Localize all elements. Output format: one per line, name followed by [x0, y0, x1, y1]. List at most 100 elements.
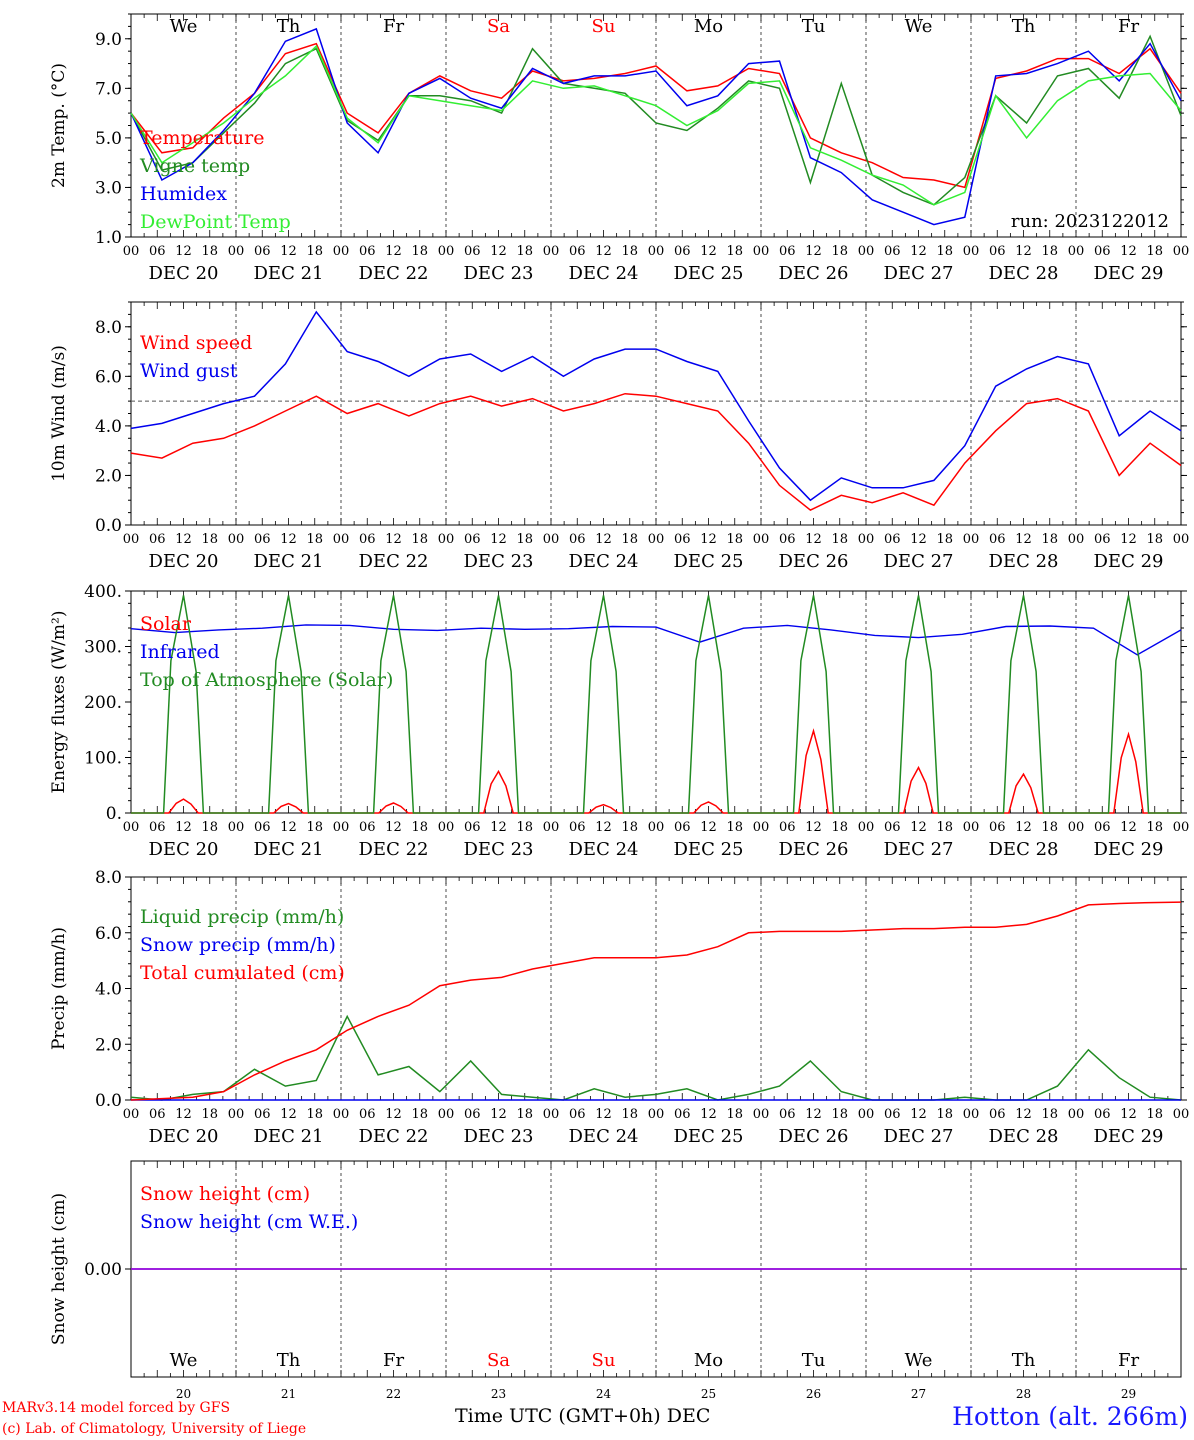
panel-2-hour-label: 12 [700, 532, 717, 547]
panel-3-hour-label: 00 [1173, 820, 1190, 835]
panel-1-hour-label: 00 [438, 244, 455, 259]
panel-2-hour-label: 12 [595, 532, 612, 547]
panel-2-hour-label: 00 [963, 532, 980, 547]
panel-3-hour-label: 12 [385, 820, 402, 835]
bottom-day-number-label: 29 [1121, 1387, 1136, 1401]
top-day-of-week-label: Tu [802, 16, 826, 37]
panel-3-y-tick-label: 100. [84, 749, 122, 769]
panel-2-hour-label: 18 [726, 532, 743, 547]
panel-3-hour-label: 18 [306, 820, 323, 835]
panel-3-hour-label: 06 [779, 820, 796, 835]
panel-4-hour-label: 12 [385, 1107, 402, 1122]
panel-1-hour-label: 12 [1015, 244, 1032, 259]
panel-1-hour-label: 18 [201, 244, 218, 259]
panel-4-hour-label: 06 [464, 1107, 481, 1122]
panel-3-y-axis-label: Energy fluxes (W/m²) [49, 611, 69, 794]
panel-4-hour-label: 12 [595, 1107, 612, 1122]
top-day-of-week-label: Su [592, 16, 616, 37]
panel-4-date-label: DEC 29 [1094, 1126, 1164, 1147]
panel-3-hour-label: 18 [516, 820, 533, 835]
panel-2-date-label: DEC 24 [569, 551, 639, 572]
panel-1-date-label: DEC 29 [1094, 263, 1164, 284]
panel-4-date-label: DEC 25 [674, 1126, 744, 1147]
panel-2-hour-label: 00 [438, 532, 455, 547]
panel-2-hour-label: 12 [490, 532, 507, 547]
panel-3-hour-label: 18 [831, 820, 848, 835]
panel-3-hour-label: 12 [700, 820, 717, 835]
panel-1-hour-label: 18 [726, 244, 743, 259]
panel-1-hour-label: 00 [858, 244, 875, 259]
run-label: run: 2023122012 [1011, 211, 1169, 232]
bottom-day-number-label: 27 [911, 1387, 926, 1401]
panel-1-legend-vigne-temp: Vigne temp [139, 155, 250, 177]
panel-1-hour-label: 18 [936, 244, 953, 259]
panel-2-hour-label: 18 [516, 532, 533, 547]
panel-2-y-axis-label: 10m Wind (m/s) [49, 345, 69, 482]
bottom-day-number-label: 23 [491, 1387, 506, 1401]
panel-1-hour-label: 12 [490, 244, 507, 259]
panel-2-hour-label: 00 [753, 532, 770, 547]
panel-4-hour-label: 18 [306, 1107, 323, 1122]
panel-3-hour-label: 18 [936, 820, 953, 835]
panel-2-y-tick-label: 0.0 [95, 516, 122, 536]
panel-1-legend-temperature: Temperature [140, 127, 264, 149]
top-day-of-week-label: Th [277, 16, 301, 37]
panel-1-hour-label: 00 [543, 244, 560, 259]
panel-1-hour-label: 00 [963, 244, 980, 259]
panel-3-hour-label: 12 [1015, 820, 1032, 835]
panel-2-hour-label: 00 [1173, 532, 1190, 547]
panel-4-hour-label: 06 [779, 1107, 796, 1122]
panel-4-hour-label: 12 [1015, 1107, 1032, 1122]
panel-4-hour-label: 18 [516, 1107, 533, 1122]
panel-2-hour-label: 12 [385, 532, 402, 547]
panel-2-date-label: DEC 22 [359, 551, 429, 572]
panel-4-hour-label: 06 [569, 1107, 586, 1122]
panel-4-hour-label: 00 [1173, 1107, 1190, 1122]
panel-1-hour-label: 18 [306, 244, 323, 259]
panel-3-series-infrared [130, 624, 1182, 656]
panel-2-hour-label: 18 [831, 532, 848, 547]
panel-3-series-top-of-atmosphere-solar- [131, 595, 1181, 814]
bottom-day-of-week-label: Mo [694, 1350, 723, 1371]
panel-4-date-label: DEC 27 [884, 1126, 954, 1147]
panel-4-y-tick-label: 4.0 [95, 980, 122, 1000]
panel-4-hour-label: 06 [359, 1107, 376, 1122]
panel-1-hour-label: 06 [149, 244, 166, 259]
panel-3-y-tick-label: 300. [84, 638, 122, 658]
panel-1-date-label: DEC 24 [569, 263, 639, 284]
panel-1-date-label: DEC 20 [149, 263, 219, 284]
panel-2-hour-label: 12 [175, 532, 192, 547]
bottom-day-of-week-label: Tu [802, 1350, 826, 1371]
panel-1-frame [130, 13, 1182, 238]
panel-1-hour-label: 18 [1146, 244, 1163, 259]
panel-1-hour-label: 06 [1094, 244, 1111, 259]
panel-2-hour-label: 18 [1041, 532, 1058, 547]
top-day-of-week-label: We [170, 16, 198, 37]
panel-4-date-label: DEC 22 [359, 1126, 429, 1147]
panel-2-hour-label: 12 [910, 532, 927, 547]
panel-4-y-axis-label: Precip (mm/h) [49, 927, 69, 1050]
panel-3-hour-label: 06 [569, 820, 586, 835]
panel-1-hour-label: 06 [359, 244, 376, 259]
panel-2-hour-label: 06 [884, 532, 901, 547]
panel-1-hour-label: 00 [1068, 244, 1085, 259]
panel-1-date-label: DEC 28 [989, 263, 1059, 284]
panel-4-hour-label: 00 [333, 1107, 350, 1122]
panel-3-hour-label: 12 [175, 820, 192, 835]
panel-3-hour-label: 00 [753, 820, 770, 835]
panel-2-hour-label: 12 [1120, 532, 1137, 547]
panel-2-series-wind-speed [130, 392, 1182, 511]
panel-1-hour-label: 12 [280, 244, 297, 259]
panel-4-hour-label: 18 [936, 1107, 953, 1122]
panel-4-hour-label: 00 [123, 1107, 140, 1122]
panel-2-y-tick-label: 2.0 [95, 466, 122, 486]
panel-2-hour-label: 00 [543, 532, 560, 547]
x-axis-title: Time UTC (GMT+0h) DEC [455, 1405, 711, 1427]
panel-4-y-tick-label: 0.0 [95, 1091, 122, 1111]
panel-4-date-label: DEC 24 [569, 1126, 639, 1147]
panel-4-hour-label: 18 [726, 1107, 743, 1122]
panel-4-legend-snow-precip-mm-h-: Snow precip (mm/h) [140, 934, 336, 956]
panel-3-hour-label: 18 [201, 820, 218, 835]
panel-2-date-label: DEC 29 [1094, 551, 1164, 572]
